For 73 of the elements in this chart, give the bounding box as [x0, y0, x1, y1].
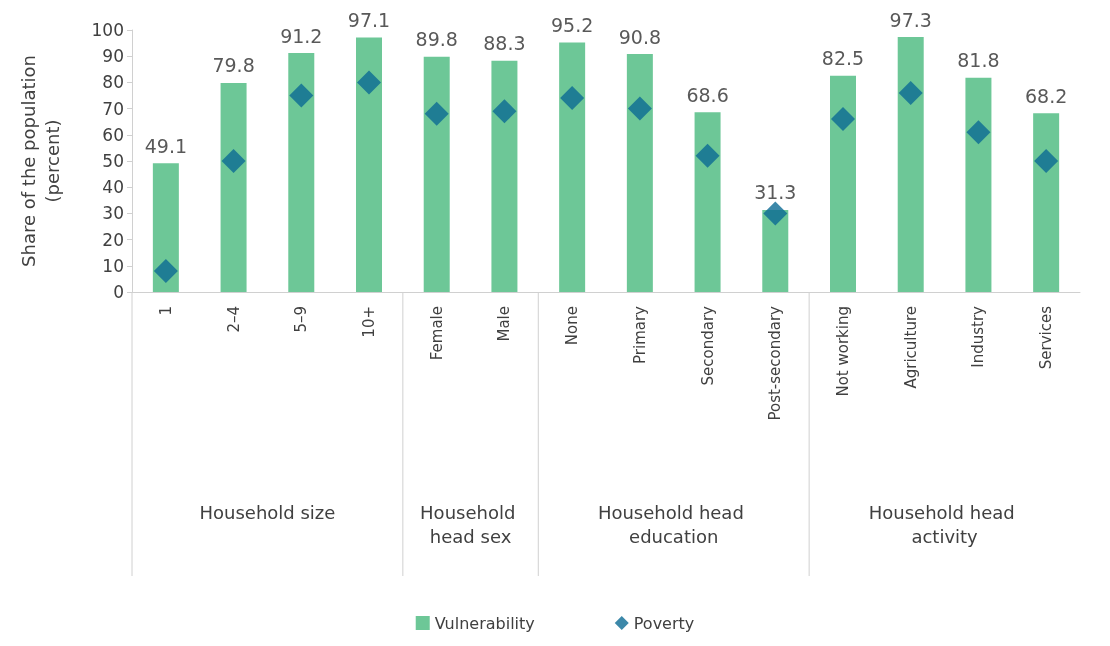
point: [492, 99, 517, 124]
text: Household head education: [597, 501, 750, 547]
x-tick-label: 5–9: [292, 306, 311, 333]
y-tick-label: 100: [91, 20, 124, 40]
data-label: 90.8: [618, 25, 662, 48]
data-label: 97.1: [347, 9, 391, 32]
y-tick-label: 80: [102, 72, 124, 93]
point: [831, 107, 855, 132]
text: Household head sex: [420, 501, 522, 547]
x-tick-label: Not working: [834, 306, 852, 397]
x-tick-label: None: [563, 306, 582, 346]
bar: [288, 53, 315, 292]
point: [153, 259, 178, 284]
y-axis-title: Share of the population (percent): [17, 55, 63, 267]
point: [289, 83, 314, 108]
y-tick-label: 60: [102, 124, 124, 145]
y-tick-label: 10: [102, 255, 124, 276]
data-label: 68.6: [686, 83, 729, 106]
x-tick-label: Secondary: [698, 305, 717, 386]
data-label: 68.2: [1024, 84, 1068, 107]
x-tick-label: 1: [156, 306, 175, 316]
bar: [152, 163, 179, 292]
bar: [897, 37, 924, 292]
bar: [830, 75, 856, 292]
data-label: 31.3: [754, 181, 797, 204]
bar: [423, 56, 450, 292]
point: [695, 143, 720, 168]
x-tick-label: Services: [1037, 305, 1056, 370]
point: [1034, 149, 1059, 173]
data-label: 82.5: [821, 47, 865, 70]
data-label: 97.3: [889, 8, 932, 31]
legend-label: Vulnerability: [434, 613, 535, 633]
text: Household head activity: [868, 501, 1021, 547]
text: Household size: [199, 501, 336, 523]
data-label: 49.1: [144, 134, 188, 157]
y-tick-label: 90: [102, 46, 124, 67]
data-label: 88.3: [483, 32, 526, 55]
bar: [356, 37, 382, 292]
data-label: 81.8: [957, 49, 1000, 72]
x-tick-label: 2–4: [224, 306, 243, 333]
x-tick-label: 10+: [360, 306, 378, 338]
x-tick-label: Agriculture: [901, 306, 920, 389]
point: [357, 70, 381, 95]
data-label: 95.2: [550, 14, 594, 37]
bar: [1033, 113, 1060, 292]
data-label: 89.8: [415, 28, 458, 51]
point: [966, 120, 991, 145]
x-tick-label: Male: [495, 306, 514, 342]
data-label: 91.2: [280, 24, 323, 47]
bar: [965, 77, 992, 292]
y-tick-label: 20: [102, 229, 124, 250]
legend-label: Poverty: [633, 613, 695, 633]
bar: [220, 82, 247, 292]
point: [627, 96, 652, 121]
y-tick-label: 70: [102, 98, 124, 119]
point: [898, 80, 923, 105]
point: [763, 201, 788, 226]
y-tick-label: 40: [102, 177, 124, 198]
y-tick-label: 50: [102, 151, 124, 171]
y-tick-label: 0: [113, 282, 124, 302]
x-tick-label: Industry: [969, 305, 988, 368]
x-tick-label: Female: [427, 306, 446, 361]
x-tick-label: Post-secondary: [766, 305, 785, 421]
bar: [694, 112, 721, 292]
point: [424, 101, 449, 126]
point: [560, 86, 585, 111]
bar: [559, 42, 586, 292]
x-tick-label: Primary: [630, 305, 649, 364]
point: [221, 149, 246, 173]
bar: [491, 60, 518, 292]
y-tick-label: 30: [102, 203, 124, 224]
bar: [626, 54, 653, 292]
data-label: 79.8: [212, 54, 255, 77]
